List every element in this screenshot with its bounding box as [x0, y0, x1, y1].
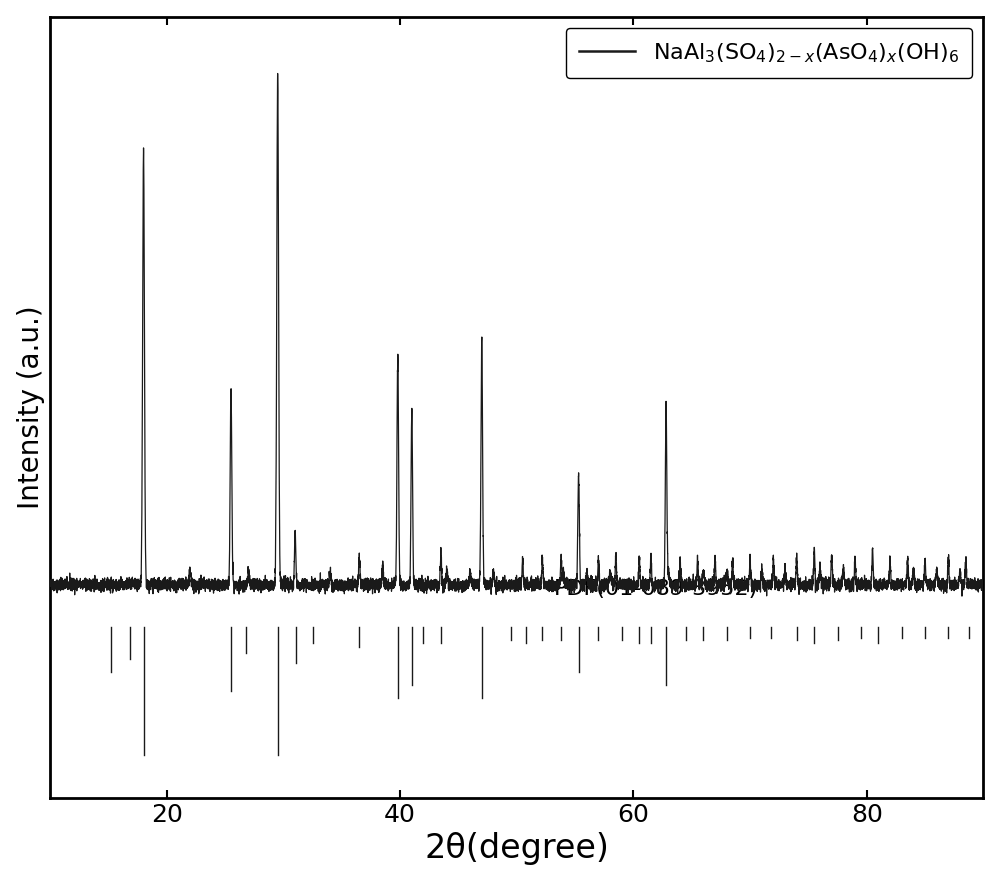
Legend: NaAl$_3$(SO$_4$)$_{2-x}$(AsO$_4$)$_x$(OH)$_6$: NaAl$_3$(SO$_4$)$_{2-x}$(AsO$_4$)$_x$(OH… [566, 27, 972, 78]
Y-axis label: Intensity (a.u.): Intensity (a.u.) [17, 305, 45, 509]
Text: PDF(01-089-3952): PDF(01-089-3952) [554, 579, 758, 599]
X-axis label: 2θ(degree): 2θ(degree) [424, 833, 609, 865]
